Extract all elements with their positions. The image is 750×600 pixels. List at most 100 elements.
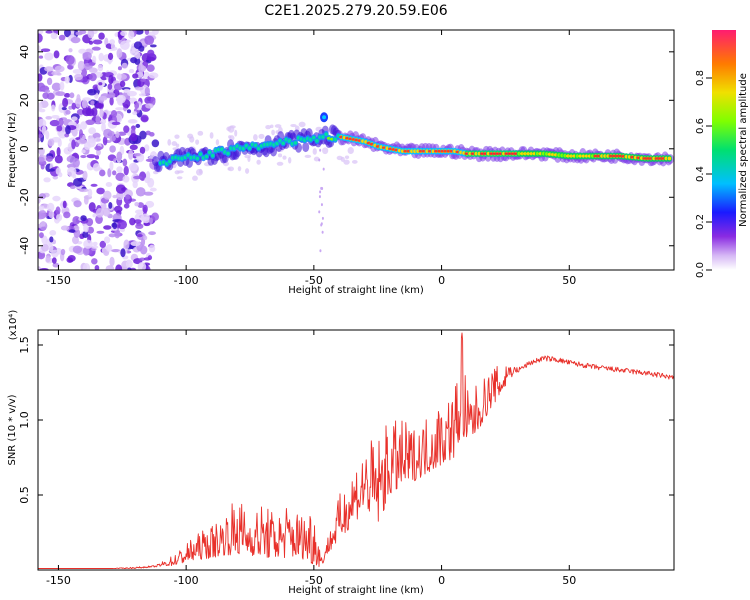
spectrogram-x-tick-label: 0 (438, 274, 445, 287)
spectrogram-noise-blob (92, 55, 97, 64)
spectrogram-noise-blob (114, 32, 119, 37)
spectrogram-noise-blob (144, 35, 155, 45)
spectrogram-noise-blob (145, 130, 151, 136)
spectrogram-noise-blob (51, 249, 59, 258)
spectrogram-noise-blob (227, 166, 235, 172)
spectrogram-noise-blob (322, 167, 325, 171)
spectrogram-noise-blob (128, 119, 137, 123)
spectrogram-noise-blob (45, 115, 53, 120)
spectrogram-noise-blob (187, 133, 194, 139)
spectrogram-noise-blob (51, 82, 62, 91)
colorbar-tick-label: 0.4 (695, 166, 706, 182)
spectrogram-noise-blob (98, 82, 103, 86)
spectrogram-noise-blob (177, 170, 184, 174)
spectrogram-noise-blob (97, 64, 104, 72)
spectrogram-noise-blob (90, 100, 95, 106)
spectrogram-noise-blob (61, 106, 67, 111)
spectrogram-noise-blob (106, 94, 114, 99)
spectrogram-noise-blob (38, 209, 47, 219)
spectrogram-marks (38, 30, 674, 270)
spectrogram-noise-blob (45, 155, 53, 162)
spectrogram-noise-blob (80, 121, 88, 130)
spectrogram-noise-blob (56, 125, 63, 132)
snr-x-tick-label: 0 (438, 574, 445, 587)
spectrogram-noise-blob (195, 139, 200, 145)
spectrogram-ridge-core (324, 132, 328, 137)
spectrogram-noise-blob (147, 49, 155, 57)
spectrogram-noise-blob (41, 244, 50, 252)
colorbar-tick-label: 0.0 (695, 262, 706, 278)
spectrogram-noise-blob (79, 129, 84, 139)
spectrogram-noise-blob (88, 67, 98, 73)
spectrogram-noise-blob (125, 96, 131, 101)
snr-y-tick-label: 1.5 (18, 336, 31, 354)
spectrogram-noise-blob (298, 121, 306, 128)
spectrogram-ridge-core (333, 137, 338, 142)
spectrogram-noise-blob (116, 151, 123, 162)
spectrogram-noise-blob (71, 127, 78, 137)
spectrogram-noise-blob (151, 139, 160, 148)
spectrogram-noise-blob (290, 123, 297, 128)
spectrogram-noise-blob (145, 103, 154, 109)
spectrogram-noise-blob (125, 259, 133, 269)
spectrogram-noise-blob (142, 216, 151, 224)
snr-x-tick-label: -50 (305, 574, 323, 587)
spectrogram-ridge-core (281, 141, 286, 146)
spectrogram-noise-blob (46, 202, 55, 212)
spectrogram-noise-blob (114, 228, 121, 239)
spectrogram-noise-blob (123, 125, 130, 134)
spectrogram-noise-blob (46, 92, 55, 100)
spectrogram-ridge-core (253, 143, 258, 148)
spectrogram-noise-blob (195, 168, 203, 176)
spectrogram-panel: -150 -100 -50 0 50 -40 -20 0 20 40 Height of str… (7, 29, 675, 296)
spectrogram-noise-blob (351, 159, 358, 164)
colorbar-tick-label: 0.8 (695, 70, 706, 86)
spectrogram-noise-blob (88, 62, 96, 66)
spectrogram-noise-blob (89, 72, 97, 82)
snr-y-tick-label: 0.5 (18, 486, 31, 504)
spectrogram-noise-blob (99, 169, 106, 177)
spectrogram-noise-blob (320, 203, 323, 207)
spectrogram-noise-blob (149, 44, 157, 48)
spectrogram-noise-blob (94, 265, 100, 270)
spectrogram-noise-blob (82, 52, 88, 58)
spectrogram-noise-blob (109, 161, 114, 171)
spectrogram-noise-blob (72, 69, 83, 74)
spectrogram-noise-blob (171, 141, 178, 147)
spectrogram-noise-blob (139, 245, 148, 255)
spectrogram-noise-blob (109, 135, 116, 142)
spectrogram-noise-blob (41, 235, 48, 245)
spectrogram-noise-blob (103, 236, 111, 244)
spectrogram-noise-blob (138, 63, 145, 74)
spectrogram-noise-blob (244, 154, 251, 159)
spectrogram-noise-blob (80, 154, 87, 159)
spectrogram-noise-blob (38, 73, 43, 82)
spectrogram-noise-blob (130, 241, 141, 247)
spectrogram-noise-blob (128, 30, 135, 40)
spectrogram-x-label: Height of straight line (km) (288, 285, 424, 296)
spectrogram-noise-blob (143, 257, 151, 261)
spectrogram-noise-blob (140, 114, 149, 123)
spectrogram-noise-blob (44, 66, 54, 72)
spectrogram-noise-blob (88, 40, 94, 45)
spectrogram-noise-blob (115, 107, 125, 111)
snr-x-tick-label: 50 (562, 574, 576, 587)
spectrogram-noise-blob (109, 39, 116, 45)
spectrogram-ridge-core (667, 156, 672, 161)
spectrogram-noise-blob (143, 191, 154, 196)
snr-y-ticks: 0.5 1.0 1.5 (18, 336, 674, 504)
colorbar-tick-label: 0.2 (695, 214, 706, 230)
spectrogram-noise-blob (55, 206, 61, 215)
spectrogram-ridge-core (312, 135, 316, 140)
spectrogram-noise-blob (38, 55, 44, 59)
spectrogram-noise-blob (91, 245, 99, 249)
spectrogram-noise-blob (58, 34, 66, 41)
spectrogram-noise-blob (40, 48, 51, 53)
spectrogram-noise-blob (107, 52, 114, 61)
spectrogram-noise-blob (123, 239, 130, 250)
spectrogram-noise-blob (256, 159, 261, 165)
spectrogram-noise-blob (49, 168, 55, 172)
spectrogram-noise-blob (71, 102, 77, 110)
spectrogram-noise-blob (94, 102, 104, 109)
spectrogram-noise-blob (46, 77, 53, 86)
